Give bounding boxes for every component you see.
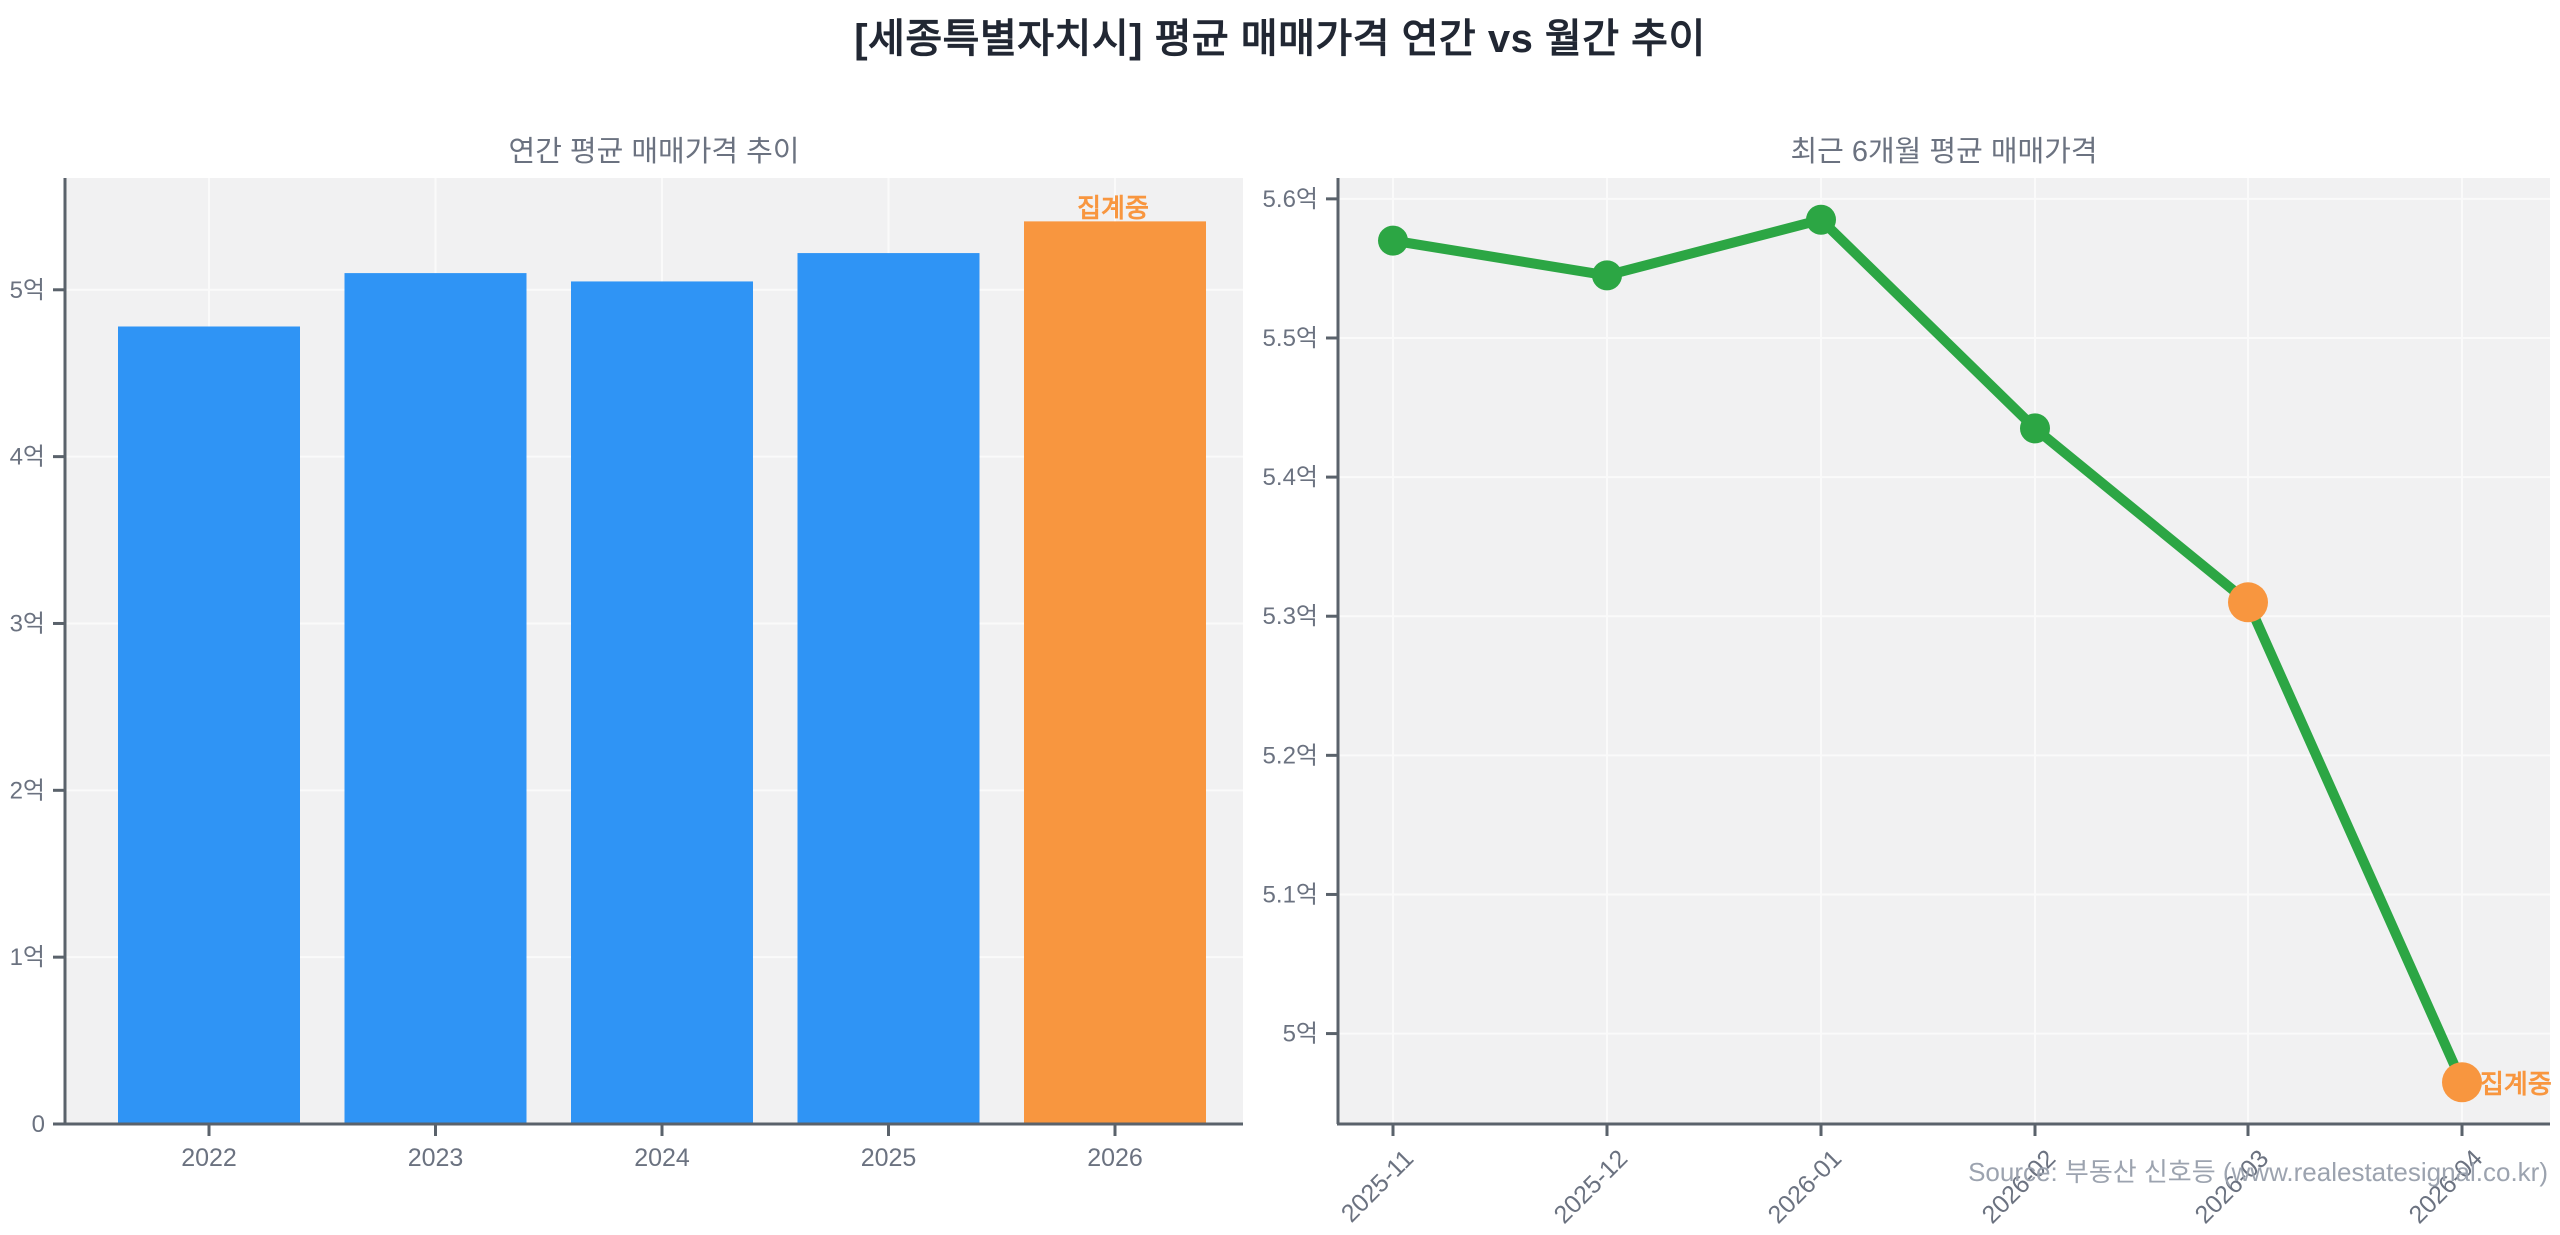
y-tick-label: 5.6억 [1263, 186, 1318, 213]
x-tick-label: 2024 [634, 1144, 690, 1172]
y-tick-label: 1억 [10, 944, 45, 971]
x-tick-label: 2025 [861, 1144, 917, 1172]
y-tick-label: 5.5억 [1263, 325, 1318, 352]
page-title: [세종특별자치시] 평균 매매가격 연간 vs 월간 추이 [854, 17, 1706, 61]
line-aggregating-badge: 집계중 [2480, 1069, 2552, 1099]
y-tick-label: 5억 [10, 277, 45, 304]
price-line [1388, 214, 2467, 1088]
line-point-2026-03 [2228, 582, 2268, 623]
bar-2024 [571, 281, 753, 1124]
bar-2025 [797, 253, 980, 1125]
x-tick-label: 2023 [408, 1144, 464, 1172]
bar-2023 [344, 273, 527, 1124]
y-tick-label: 5.3억 [1263, 603, 1318, 630]
y-tick-label: 5.1억 [1263, 881, 1318, 908]
x-tick-label: 2022 [181, 1144, 237, 1172]
line-point-2025-12 [1592, 260, 1622, 291]
y-tick-label: 5억 [1283, 1021, 1318, 1048]
source-credit: Source: 부동산 신호등 (www.realestatesignal.co… [1968, 1157, 2548, 1187]
line-point-2026-02 [2020, 413, 2050, 444]
y-tick-label: 5.2억 [1263, 742, 1318, 769]
bar-2022 [118, 326, 300, 1124]
y-tick-label: 2억 [10, 777, 45, 804]
y-tick-label: 3억 [10, 610, 45, 637]
bar-aggregating-badge: 집계중 [1077, 193, 1149, 223]
line-chart-title: 최근 6개월 평균 매매가격 [1790, 136, 2098, 168]
y-tick-label: 4억 [10, 444, 45, 471]
line-chart-plot-area [1338, 178, 2550, 1124]
x-tick-label: 2026 [1087, 1144, 1143, 1172]
y-tick-label: 5.4억 [1263, 464, 1318, 491]
line-point-2026-01 [1806, 204, 1836, 235]
line-point-2025-11 [1378, 225, 1408, 256]
bar-2026 [1024, 221, 1206, 1124]
bar-chart-title: 연간 평균 매매가격 추이 [508, 136, 800, 168]
y-tick-label: 0 [32, 1111, 45, 1138]
line-point-2026-04 [2442, 1062, 2482, 1103]
